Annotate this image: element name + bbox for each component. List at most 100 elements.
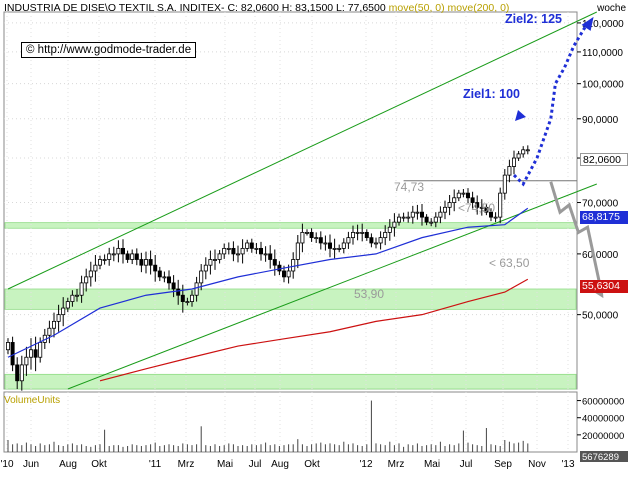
candle-body-82 [383,231,388,239]
x-tick-label-6: Mai [217,459,233,470]
ma50-line [7,207,529,358]
candle-body-72 [337,247,342,250]
candle-body-87 [406,216,411,219]
candle-body-48 [226,247,231,250]
chart-header: INDUSTRIA DE DISE\O TEXTIL S.A. INDITEX-… [4,2,509,14]
support-zone-0 [4,288,577,310]
candle-body-104 [484,206,489,213]
candle-body-5 [28,349,33,358]
moving-average-legend: move(50, 0) move(200, 0) [388,2,510,14]
candle-body-2 [15,364,20,382]
x-tick-label-10: '12 [359,459,372,470]
candle-body-92 [429,221,434,224]
candle-body-71 [332,247,337,250]
x-tick-label-0: '10 [0,459,13,470]
candle-body-81 [378,237,383,244]
candle-body-40 [189,294,194,302]
candle-body-11 [56,314,61,322]
close-price-box: 82,0600 [580,153,628,166]
candle-body-12 [61,307,66,316]
candle-body-27 [130,253,135,260]
target2-label: Ziel2: 125 [505,12,562,26]
price-tick-label-6: 110,0000 [582,48,623,59]
price-tick-label-0: 50,0000 [582,311,619,322]
candle-body-13 [65,301,70,309]
candle-body-31 [148,259,153,266]
candle-body-54 [254,247,259,250]
price-tick-label-7: 120,0000 [582,19,624,30]
x-tick-label-9: Okt [304,459,320,470]
candle-body-33 [157,270,162,278]
candle-body-66 [309,231,314,239]
price-tick-label-1: 60,0000 [582,250,619,261]
candle-body-107 [498,192,503,218]
volume-tick-label-0: 20000000 [582,431,624,442]
x-tick-label-16: '13 [561,459,574,470]
candle-body-100 [465,192,470,199]
candle-body-77 [360,231,365,234]
candle-body-80 [373,242,378,245]
x-tick-label-3: Okt [91,459,107,470]
candle-body-15 [75,294,80,297]
candle-body-21 [102,259,107,261]
candle-body-76 [355,231,360,234]
ma200-price-box: 55,6304 [580,280,628,293]
candle-body-7 [38,342,43,358]
candle-body-61 [286,270,291,278]
candle-body-36 [171,282,176,290]
volume-panel-label: VolumeUnits [4,395,61,406]
candle-body-64 [300,231,305,244]
candle-body-51 [240,247,245,255]
candle-body-16 [79,282,84,296]
candle-body-91 [424,216,429,223]
candle-body-37 [176,288,181,296]
candle-body-95 [442,206,447,213]
price-tick-label-4: 90,0000 [582,115,619,126]
candle-body-103 [479,206,484,209]
volume-tick-label-2: 60000000 [582,397,624,408]
candle-body-32 [153,264,158,272]
candle-body-93 [433,216,438,223]
candle-body-75 [350,231,355,239]
candle-body-110 [512,157,517,167]
level-5390-label: 53,90 [354,287,385,301]
candle-body-35 [166,276,171,284]
candle-body-39 [185,301,190,303]
candle-body-43 [203,264,208,272]
candle-body-85 [396,216,401,223]
target1-label: Ziel1: 100 [463,87,520,101]
candle-body-56 [263,253,268,256]
candle-body-58 [272,259,277,266]
instrument-name: INDUSTRIA DE DISE\O TEXTIL S.A. INDITEX- [4,2,225,14]
candle-body-94 [438,211,443,218]
candle-body-111 [516,153,521,159]
volume-plot-frame [3,391,578,453]
candle-body-65 [304,231,309,234]
candle-body-42 [199,270,204,284]
candle-body-73 [341,242,346,249]
candle-body-88 [410,211,415,218]
candle-body-112 [521,149,526,155]
candle-body-79 [369,237,374,244]
target-forecast-path [512,22,589,187]
candle-body-38 [180,294,185,302]
candle-body-83 [387,226,392,233]
candle-body-50 [235,253,240,256]
copyright-box: © http://www.godmode-trader.de [21,42,197,58]
level-7473-label: 74,73 [394,180,425,194]
x-tick-label-5: Mrz [178,459,195,470]
candle-body-90 [419,211,424,218]
channel-lower-line [67,183,597,390]
candle-body-105 [488,211,493,218]
volume-tick-label-1: 40000000 [582,414,624,425]
candle-body-60 [281,270,286,278]
candle-body-70 [327,242,332,249]
candle-body-55 [258,247,263,255]
candle-body-74 [346,237,351,244]
candle-body-0 [6,342,11,351]
ohlc-readout: C: 82,0600 H: 83,1500 L: 77,6500 [227,2,386,14]
candle-body-89 [415,211,420,214]
candle-body-59 [277,264,282,272]
candle-body-29 [139,259,144,266]
candle-body-98 [456,192,461,199]
